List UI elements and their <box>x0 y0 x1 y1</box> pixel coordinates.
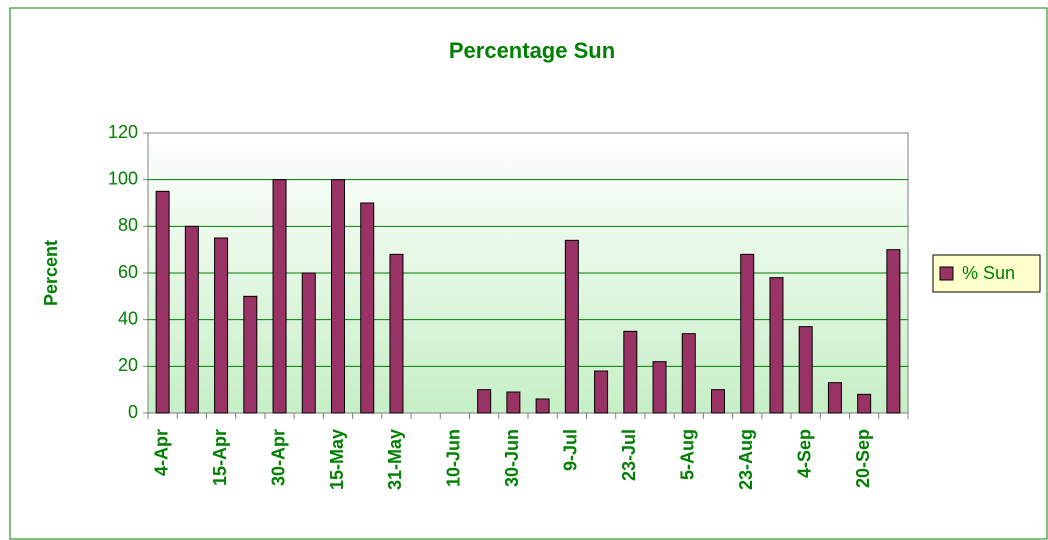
x-tick-label: 5-Aug <box>678 429 698 480</box>
x-tick-label: 4-Sep <box>794 429 814 478</box>
y-tick-label: 20 <box>118 355 138 375</box>
bar <box>769 277 784 414</box>
chart-title: Percentage Sun <box>449 38 615 63</box>
bar <box>623 330 638 414</box>
x-tick-label: 31-May <box>385 429 405 490</box>
bar <box>214 237 229 414</box>
bar <box>652 361 667 414</box>
bar <box>564 239 579 414</box>
bar <box>711 389 725 414</box>
y-tick-label: 60 <box>118 262 138 282</box>
bar <box>740 253 755 414</box>
bar <box>506 391 521 414</box>
bar <box>477 389 492 414</box>
y-tick-label: 120 <box>108 122 138 142</box>
bar <box>827 382 842 414</box>
x-tick-label: 15-Apr <box>210 429 230 486</box>
x-tick-label: 10-Jun <box>444 429 464 487</box>
bar <box>155 190 170 414</box>
bar <box>360 202 375 414</box>
y-tick-label: 80 <box>118 215 138 235</box>
bar <box>886 249 901 414</box>
bar <box>594 370 609 414</box>
x-tick-label: 23-Jul <box>619 429 639 481</box>
x-tick-label: 20-Sep <box>853 429 873 488</box>
bar <box>301 272 316 414</box>
x-tick-label: 15-May <box>327 429 347 490</box>
y-tick-label: 40 <box>118 308 138 328</box>
bar <box>681 333 696 414</box>
bar <box>389 253 404 414</box>
x-tick-label: 4-Apr <box>151 429 171 476</box>
bar <box>857 393 872 414</box>
x-tick-label: 30-Apr <box>268 429 288 486</box>
bar <box>331 179 345 414</box>
y-axis-label: Percent <box>41 240 61 306</box>
y-tick-label: 0 <box>128 402 138 422</box>
x-tick-label: 23-Aug <box>736 429 756 490</box>
bar <box>798 326 813 414</box>
bar <box>535 398 550 414</box>
legend-label: % Sun <box>962 263 1015 283</box>
x-tick-label: 9-Jul <box>561 429 581 471</box>
bar <box>272 179 287 414</box>
legend: % Sun <box>932 254 1041 293</box>
bar <box>184 225 199 414</box>
x-tick-label: 30-Jun <box>502 429 522 487</box>
y-tick-label: 100 <box>108 168 138 188</box>
bar <box>243 295 258 414</box>
legend-swatch <box>939 266 954 281</box>
